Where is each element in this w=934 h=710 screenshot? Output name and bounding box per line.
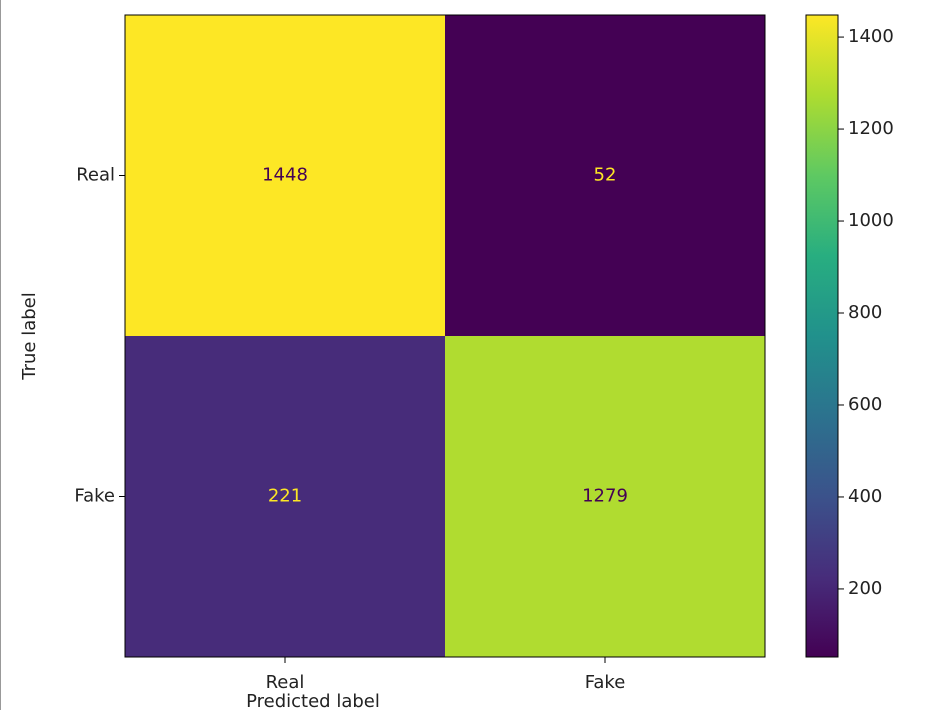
plot-frame (124, 14, 766, 658)
colorbar-tick-label: 200 (848, 578, 882, 599)
cell-label: 52 (594, 165, 617, 186)
colorbar-tick-label: 1400 (848, 26, 894, 47)
heatmap-cell (445, 336, 766, 658)
x-axis-label: Predicted label (246, 691, 380, 710)
colorbar (805, 14, 839, 658)
colorbar-tick-label: 1000 (848, 210, 894, 231)
cell-label: 221 (268, 486, 302, 507)
x-tick-label: Real (266, 672, 305, 693)
heatmap-cell (125, 15, 446, 337)
y-axis-label: True label (19, 292, 40, 381)
x-tick-label: Fake (585, 672, 626, 693)
colorbar-tick-label: 400 (848, 486, 882, 507)
y-tick-label: Real (76, 165, 115, 186)
colorbar-tick-label: 800 (848, 302, 882, 323)
cell-label: 1448 (262, 165, 308, 186)
heatmap-cell (125, 336, 446, 658)
y-tick-label: Fake (74, 486, 115, 507)
cell-label: 1279 (582, 486, 628, 507)
colorbar-tick-label: 600 (848, 394, 882, 415)
heatmap-cell (445, 15, 766, 337)
colorbar-tick-label: 1200 (848, 118, 894, 139)
